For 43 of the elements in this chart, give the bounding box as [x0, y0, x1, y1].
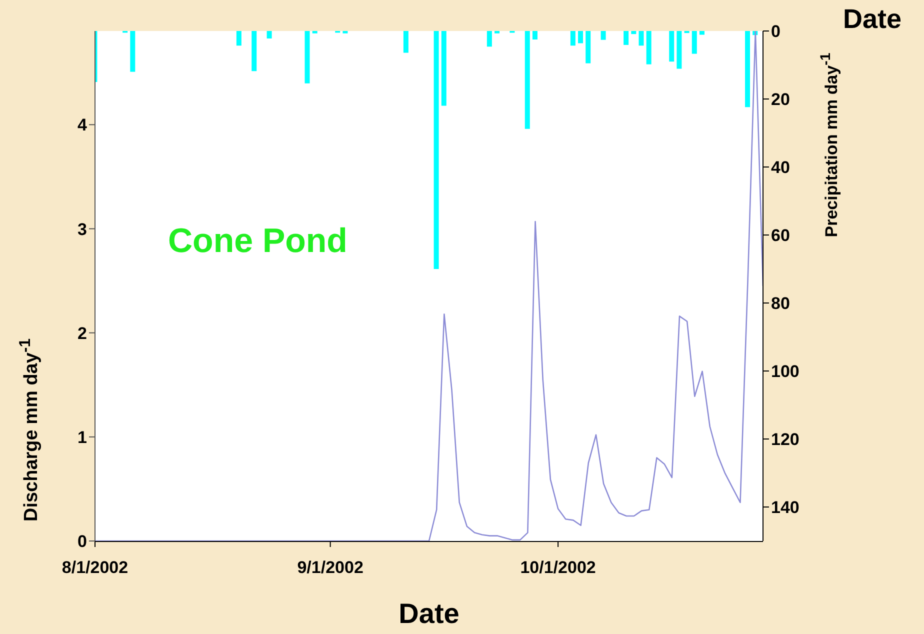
y2-tick-label: 20 — [771, 90, 790, 110]
bar — [638, 31, 644, 46]
y2-tick-label: 140 — [771, 498, 800, 518]
y-tick-label: 4 — [78, 116, 88, 135]
bar — [486, 31, 492, 47]
bar — [236, 31, 242, 46]
bar — [578, 31, 584, 44]
y-tick-label: 2 — [78, 324, 87, 343]
y2-tick-label: 0 — [771, 22, 780, 42]
y-tick-label: 0 — [78, 532, 87, 552]
y2-tick-label: 40 — [771, 158, 790, 178]
y-tick-label: 3 — [78, 220, 87, 239]
y2-tick-label: 80 — [771, 294, 790, 314]
y2-tick-label: 60 — [771, 226, 790, 246]
bar — [676, 31, 682, 69]
bar — [600, 31, 606, 40]
x-tick-label: 8/1/2002 — [62, 558, 128, 578]
bar — [441, 31, 446, 106]
text: Date — [843, 4, 902, 35]
bar — [266, 31, 272, 38]
bar — [631, 31, 636, 34]
bar — [130, 31, 136, 72]
bar — [403, 31, 408, 53]
text: Cone Pond — [168, 222, 348, 261]
bar — [699, 31, 704, 35]
bar — [570, 31, 576, 46]
bar — [252, 31, 257, 72]
y2-tick-label: 100 — [771, 362, 800, 382]
bar — [524, 31, 530, 129]
y2-tick-label: 120 — [771, 430, 800, 450]
y-tick-label: 1 — [78, 428, 87, 447]
x-tick-label: 10/1/2002 — [520, 558, 596, 578]
bar — [646, 31, 652, 64]
bar — [692, 31, 697, 54]
bar — [745, 31, 750, 108]
bar — [434, 31, 439, 269]
bar — [304, 31, 310, 84]
x-axis-title: Date — [398, 598, 460, 630]
bar — [586, 31, 591, 64]
bar — [624, 31, 629, 45]
bar — [669, 31, 674, 62]
x-tick-label: 9/1/2002 — [297, 558, 364, 578]
bar — [532, 31, 538, 40]
